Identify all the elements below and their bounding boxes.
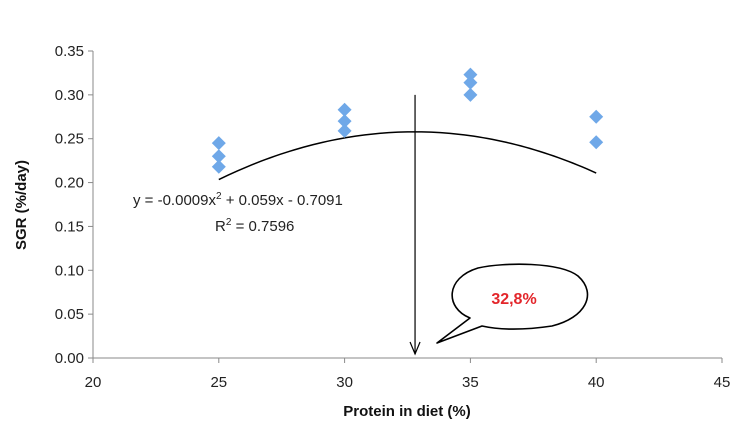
x-axis-title: Protein in diet (%) xyxy=(343,403,471,420)
y-axis-title: SGR (%/day) xyxy=(13,160,30,250)
r-squared-label: R2 = 0.7596 xyxy=(215,217,294,235)
data-point xyxy=(211,136,226,151)
data-point xyxy=(337,114,352,129)
r2-prefix: R xyxy=(215,218,226,235)
data-point xyxy=(337,102,352,117)
data-point xyxy=(463,87,478,102)
trendline xyxy=(218,131,597,181)
y-tick-label: 0.15 xyxy=(55,218,84,235)
equation-prefix: y = -0.0009x xyxy=(133,192,216,209)
r2-suffix: = 0.7596 xyxy=(231,218,294,235)
data-points xyxy=(211,67,604,174)
r2-superscript: 2 xyxy=(226,217,232,228)
x-tick-label: 35 xyxy=(462,374,479,391)
data-point xyxy=(211,159,226,174)
data-point xyxy=(463,67,478,82)
callout-bubble xyxy=(436,263,589,344)
y-tick-label: 0.25 xyxy=(55,131,84,148)
data-point xyxy=(589,135,604,150)
x-tick-label: 20 xyxy=(85,374,102,391)
x-tick-label: 40 xyxy=(588,374,605,391)
data-point xyxy=(211,149,226,164)
y-tick-label: 0.10 xyxy=(55,262,84,279)
y-axis-ticks: 0.00 0.05 0.10 0.15 0.20 0.25 0.30 0.35 xyxy=(55,43,93,367)
y-tick-label: 0.05 xyxy=(55,306,84,323)
data-point xyxy=(337,123,352,138)
y-tick-label: 0.20 xyxy=(55,175,84,192)
x-tick-label: 30 xyxy=(336,374,353,391)
equation-superscript: 2 xyxy=(216,191,222,202)
trendline-equation: y = -0.0009x2 + 0.059x - 0.7091 xyxy=(133,191,343,209)
x-axis-ticks: 20 25 30 35 40 45 xyxy=(85,358,731,391)
data-point xyxy=(463,75,478,90)
optimum-arrow-head xyxy=(409,341,421,356)
equation-suffix: + 0.059x - 0.7091 xyxy=(222,192,343,209)
data-point xyxy=(589,109,604,124)
callout-label: 32,8% xyxy=(491,291,536,308)
y-tick-label: 0.30 xyxy=(55,87,84,104)
x-tick-label: 45 xyxy=(714,374,731,391)
y-tick-label: 0.35 xyxy=(55,43,84,60)
y-tick-label: 0.00 xyxy=(55,350,84,367)
x-tick-label: 25 xyxy=(210,374,227,391)
